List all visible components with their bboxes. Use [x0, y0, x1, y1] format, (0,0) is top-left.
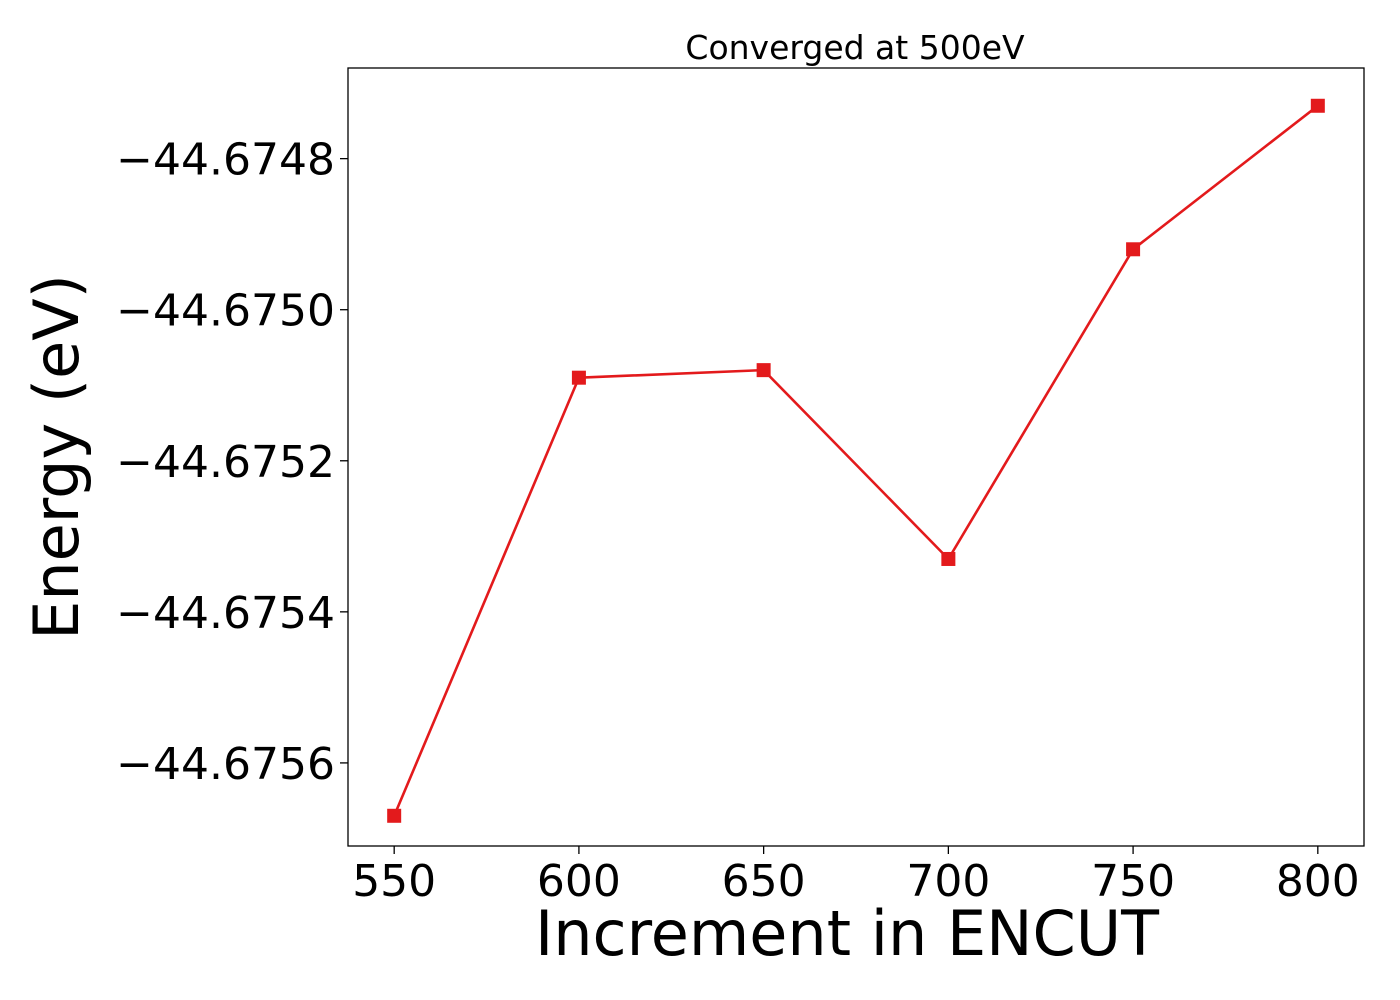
y-tick-label: −44.6754 — [116, 588, 335, 639]
y-tick-label: −44.6750 — [116, 286, 335, 337]
y-tick-label: −44.6752 — [116, 437, 335, 488]
data-point-marker — [387, 808, 402, 823]
data-point-marker — [941, 551, 956, 566]
series-line — [393, 104, 1319, 817]
y-tick-label: −44.6756 — [116, 739, 335, 790]
data-point-marker — [756, 363, 771, 378]
x-axis-label: Increment in ENCUT — [535, 897, 1160, 970]
series-group — [387, 98, 1325, 823]
y-axis-label: Energy (eV) — [20, 274, 93, 640]
x-tick-label: 650 — [722, 856, 806, 907]
x-tick-label: 750 — [1091, 856, 1175, 907]
x-axis: 550 600 650 700 750 800 — [352, 846, 1360, 907]
x-tick-label: 550 — [352, 856, 436, 907]
data-point-marker — [1126, 242, 1141, 257]
x-tick-label: 600 — [537, 856, 621, 907]
x-tick-label: 700 — [906, 856, 990, 907]
x-tick-label: 800 — [1276, 856, 1360, 907]
y-tick-label: −44.6748 — [116, 135, 335, 186]
chart-title: Converged at 500eV — [685, 28, 1025, 67]
y-axis: −44.6748 −44.6750 −44.6752 −44.6754 −44.6756 — [116, 135, 348, 790]
data-point-marker — [1310, 98, 1325, 113]
plot-area-frame — [347, 67, 1365, 847]
data-point-marker — [571, 370, 586, 385]
